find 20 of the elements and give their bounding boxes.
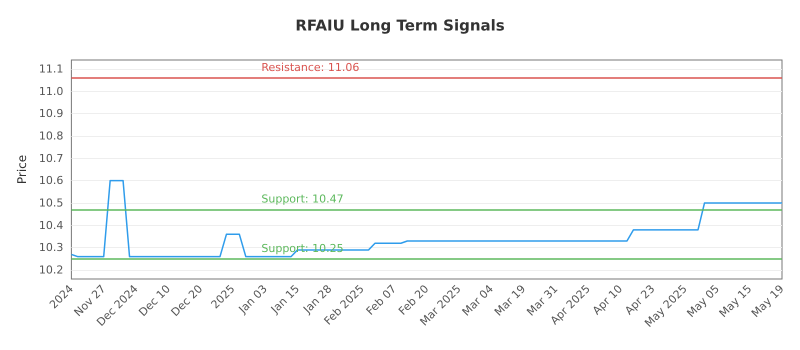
x-tick-label: Dec 20 <box>168 282 206 319</box>
ref-line-label: Support: 10.47 <box>261 192 344 206</box>
x-tick-label: Apr 10 <box>590 282 626 318</box>
y-tick-label: 10.2 <box>38 264 64 277</box>
x-tick-label: Feb 07 <box>364 282 399 318</box>
y-tick-label: 10.5 <box>38 196 64 210</box>
x-tick-label: Jan 03 <box>236 282 270 317</box>
y-tick-label: 11.0 <box>38 84 64 98</box>
y-tick-label: 10.6 <box>38 174 64 188</box>
y-tick-label: 11.1 <box>38 62 64 76</box>
x-tick-label: Jan 15 <box>268 282 302 317</box>
y-tick-label: 10.3 <box>38 241 64 254</box>
chart-title: RFAIU Long Term Signals <box>295 16 505 34</box>
line-series <box>70 180 783 258</box>
ref-line-label: Resistance: 11.06 <box>261 60 360 74</box>
y-tick-label: 10.7 <box>38 152 64 165</box>
y-tick-label: 10.9 <box>38 107 64 120</box>
y-tick-label: 10.8 <box>38 129 64 142</box>
y-tick-label: 10.4 <box>38 218 64 232</box>
y-axis-title: Price <box>15 154 29 184</box>
